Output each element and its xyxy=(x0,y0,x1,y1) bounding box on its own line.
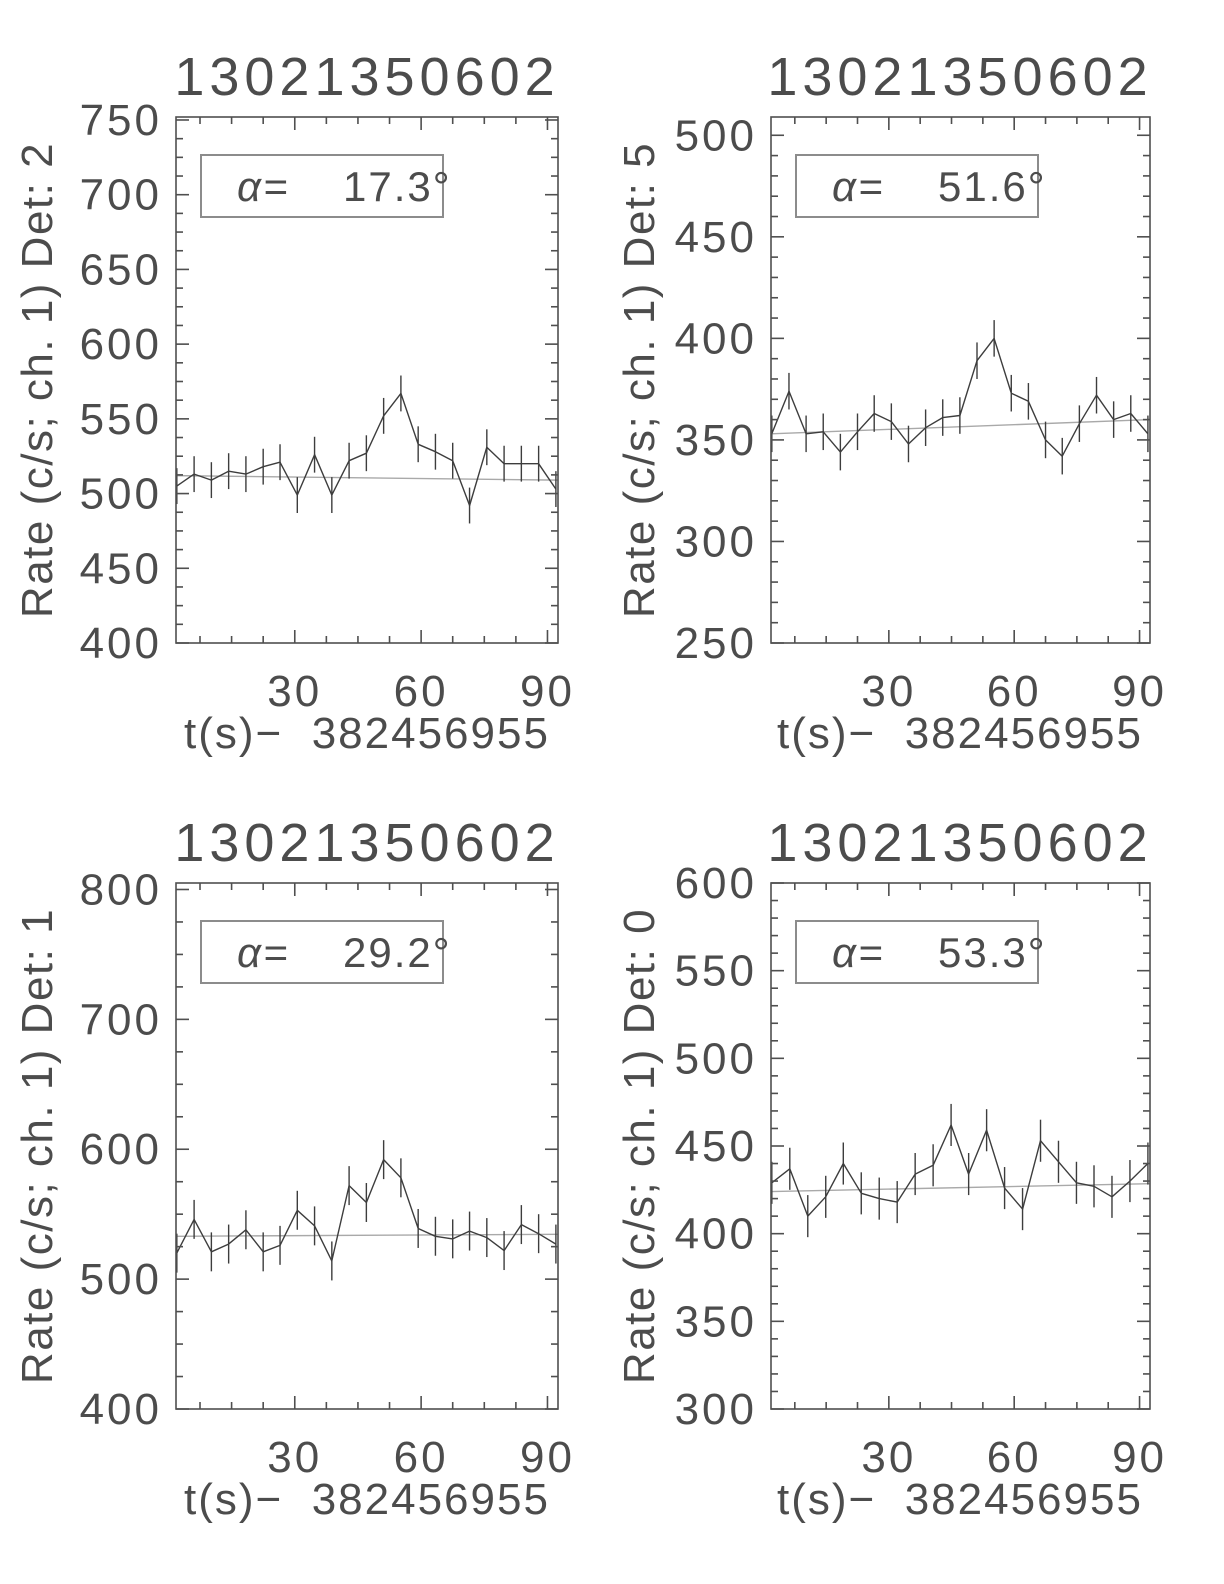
plot-title: 13021350602 xyxy=(174,813,560,873)
y-tick-label: 450 xyxy=(675,213,757,262)
x-tick-label: 60 xyxy=(394,1433,449,1482)
x-tick-label: 30 xyxy=(861,1433,916,1482)
trend-line xyxy=(175,474,559,481)
alpha-annotation: α= 29.2° xyxy=(200,920,452,984)
y-tick-label: 300 xyxy=(675,517,757,566)
y-tick-label: 800 xyxy=(80,865,162,914)
y-axis-label: Rate (c/s; ch. 1) Det: 0 xyxy=(615,907,664,1385)
y-axis-label: Rate (c/s; ch. 1) Det: 2 xyxy=(13,141,62,619)
y-tick-labels: 300 350 400 450 500 550 600 xyxy=(675,859,757,1434)
annotation-box xyxy=(200,154,444,218)
panel-det-5: 30 60 90 250 300 350 400 450 500 α= 51.6° 13021350… xyxy=(612,0,1224,792)
alpha-label: α= 29.2° xyxy=(237,929,452,976)
y-tick-label: 600 xyxy=(80,320,162,369)
error-bars xyxy=(771,320,1149,475)
y-tick-label: 400 xyxy=(675,1210,757,1259)
y-tick-label: 400 xyxy=(80,619,162,668)
y-tick-label: 650 xyxy=(80,245,162,294)
x-tick-labels: 30 60 90 xyxy=(267,1433,575,1482)
y-axis-label: Rate (c/s; ch. 1) Det: 1 xyxy=(13,907,62,1385)
axis-ticks xyxy=(771,882,1150,1410)
axes-frame xyxy=(175,116,559,644)
x-axis-label: t(s)− 382456955 xyxy=(184,709,550,758)
y-tick-label: 500 xyxy=(80,1255,162,1304)
x-tick-label: 90 xyxy=(520,667,575,716)
y-tick-label: 350 xyxy=(675,416,757,465)
data-line xyxy=(176,1158,557,1262)
y-tick-label: 450 xyxy=(675,1122,757,1171)
y-tick-label: 550 xyxy=(80,395,162,444)
x-tick-label: 60 xyxy=(987,1433,1042,1482)
error-bars xyxy=(771,1103,1149,1238)
y-tick-label: 700 xyxy=(80,171,162,220)
x-axis-label: t(s)− 382456955 xyxy=(184,1475,550,1524)
y-tick-label: 500 xyxy=(675,111,757,160)
axis-ticks xyxy=(771,117,1150,644)
x-tick-labels: 30 60 90 xyxy=(267,667,575,716)
panel-det-2: 30 60 90 400 450 500 550 600 650 700 750 α= 17.3° 13… xyxy=(0,0,612,792)
y-tick-label: 500 xyxy=(80,470,162,519)
x-tick-label: 90 xyxy=(520,1433,575,1482)
x-tick-label: 60 xyxy=(394,667,449,716)
annotation-box xyxy=(200,920,444,984)
alpha-label: α= 51.6° xyxy=(832,163,1047,210)
y-tick-label: 550 xyxy=(675,947,757,996)
alpha-annotation: α= 53.3° xyxy=(795,920,1047,984)
y-tick-label: 300 xyxy=(675,1385,757,1434)
y-tick-label: 400 xyxy=(675,314,757,363)
alpha-annotation: α= 51.6° xyxy=(795,154,1047,218)
panel-det-0: 30 60 90 300 350 400 450 500 550 600 α= 53.3° 13021… xyxy=(612,792,1224,1584)
alpha-label: α= 17.3° xyxy=(237,163,452,210)
plot-title: 13021350602 xyxy=(767,813,1153,873)
y-axis-label: Rate (c/s; ch. 1) Det: 5 xyxy=(615,141,664,619)
trend-line xyxy=(770,1182,1151,1193)
axes-frame xyxy=(770,116,1151,644)
panel-det-1: 30 60 90 400 500 600 700 800 α= 29.2° 13021350602… xyxy=(0,792,612,1584)
x-tick-labels: 30 60 90 xyxy=(861,1433,1167,1482)
x-axis-label: t(s)− 382456955 xyxy=(777,1475,1143,1524)
trend-line xyxy=(175,1233,559,1237)
y-tick-labels: 400 450 500 550 600 650 700 750 xyxy=(80,96,162,668)
data-line xyxy=(771,337,1149,457)
x-tick-label: 90 xyxy=(1112,1433,1167,1482)
error-bars xyxy=(176,375,557,524)
axis-ticks xyxy=(176,883,558,1410)
x-tick-label: 30 xyxy=(267,1433,322,1482)
y-tick-label: 400 xyxy=(80,1385,162,1434)
y-tick-label: 250 xyxy=(675,619,757,668)
x-tick-label: 30 xyxy=(267,667,322,716)
y-tick-label: 450 xyxy=(80,544,162,593)
annotation-box xyxy=(795,920,1039,984)
error-bars xyxy=(176,1140,557,1281)
y-tick-labels: 400 500 600 700 800 xyxy=(80,865,162,1434)
axis-ticks xyxy=(176,117,558,644)
lightcurve-plot-det-2: 30 60 90 400 450 500 550 600 650 700 750 α= 17.3° xyxy=(80,96,575,716)
alpha-annotation: α= 17.3° xyxy=(200,154,452,218)
lightcurve-plot-det-5: 30 60 90 250 300 350 400 450 500 α= 51.6° xyxy=(675,111,1167,716)
x-tick-labels: 30 60 90 xyxy=(861,667,1167,716)
y-tick-label: 700 xyxy=(80,995,162,1044)
x-tick-label: 90 xyxy=(1112,667,1167,716)
x-tick-label: 60 xyxy=(987,667,1042,716)
y-tick-label: 350 xyxy=(675,1297,757,1346)
axes-frame xyxy=(175,882,559,1410)
lightcurve-plot-det-1: 30 60 90 400 500 600 700 800 α= 29.2° xyxy=(80,865,575,1482)
alpha-label: α= 53.3° xyxy=(832,929,1047,976)
annotation-box xyxy=(795,154,1039,218)
x-axis-label: t(s)− 382456955 xyxy=(777,709,1143,758)
lightcurve-plot-det-0: 30 60 90 300 350 400 450 500 550 600 α= 53.3° xyxy=(675,859,1167,1482)
y-tick-label: 600 xyxy=(80,1125,162,1174)
data-line xyxy=(176,392,557,507)
plot-title: 13021350602 xyxy=(767,47,1153,107)
plot-title: 13021350602 xyxy=(174,47,560,107)
y-tick-label: 750 xyxy=(80,96,162,145)
y-tick-label: 500 xyxy=(675,1034,757,1083)
data-line xyxy=(771,1124,1149,1217)
y-tick-label: 600 xyxy=(675,859,757,908)
x-tick-label: 30 xyxy=(861,667,916,716)
y-tick-labels: 250 300 350 400 450 500 xyxy=(675,111,757,668)
